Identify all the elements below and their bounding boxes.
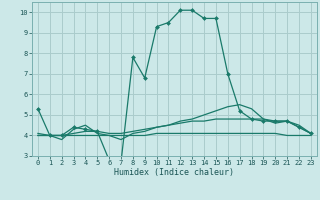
X-axis label: Humidex (Indice chaleur): Humidex (Indice chaleur) [115, 168, 234, 177]
